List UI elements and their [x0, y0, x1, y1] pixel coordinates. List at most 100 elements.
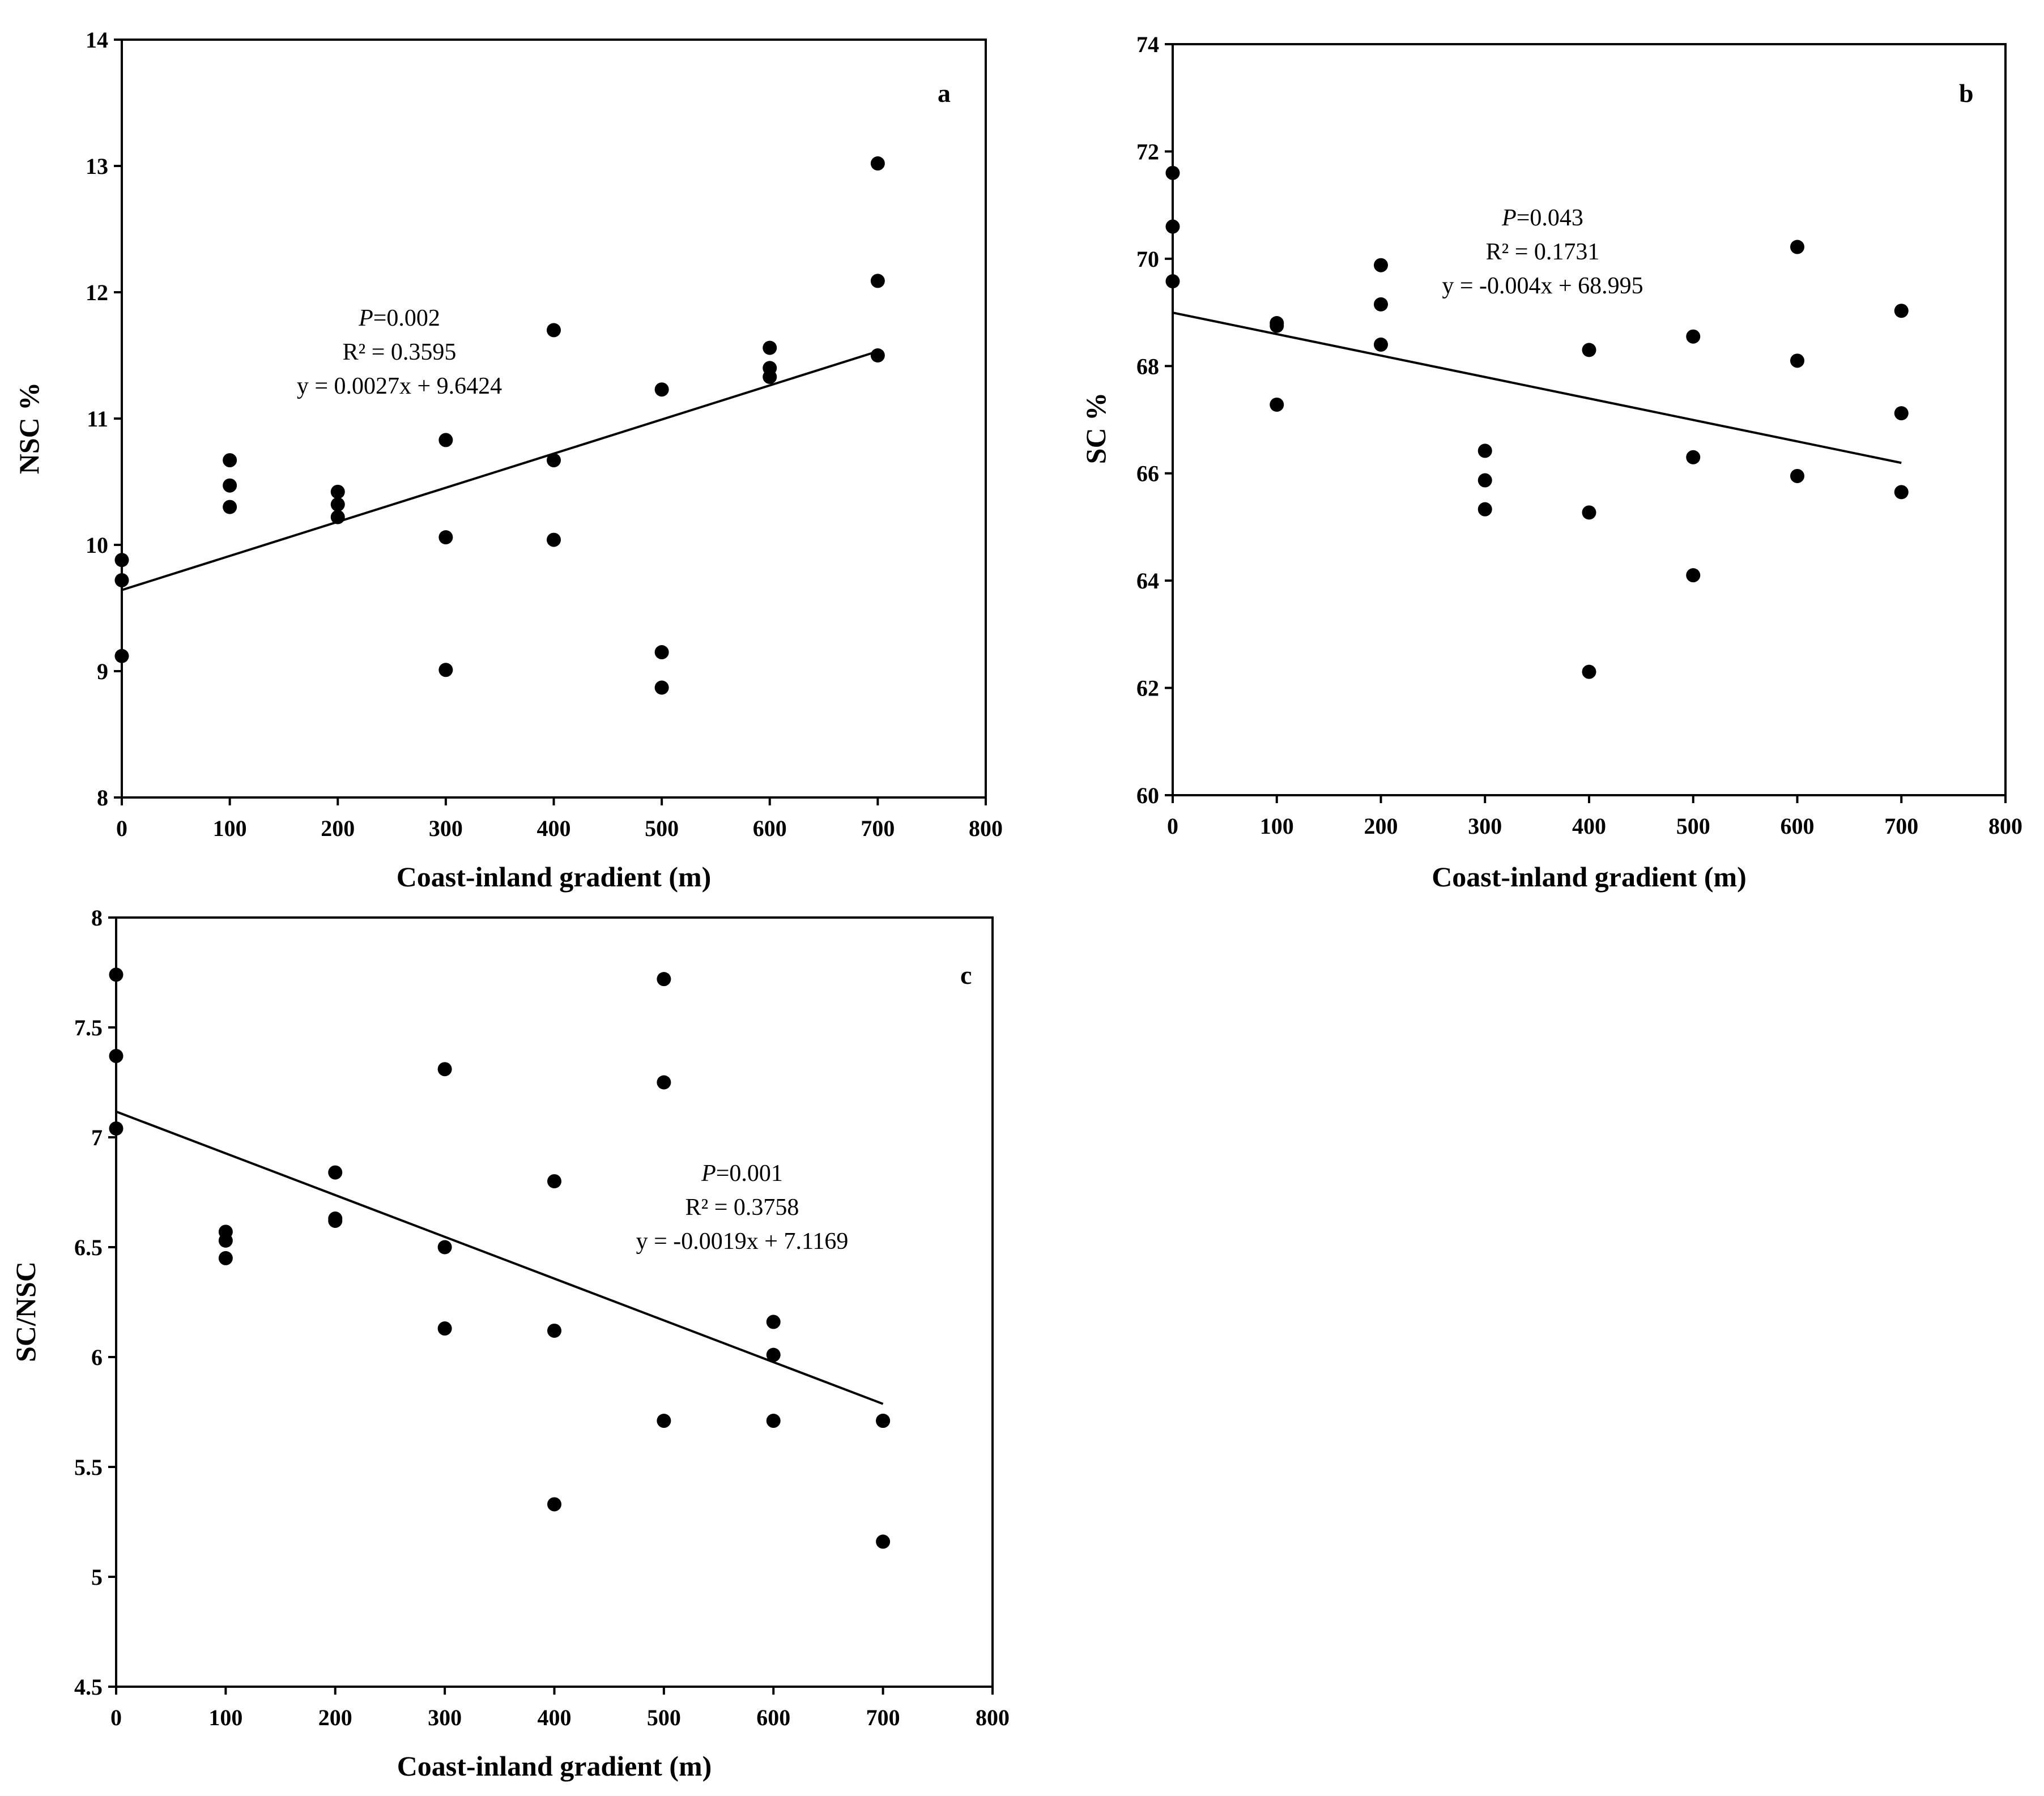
x-tick-label: 0: [1167, 813, 1178, 839]
data-point: [438, 433, 453, 447]
data-point: [1790, 353, 1804, 368]
panel-b-sc: 60 62 64 66 68 70 72 74 0 100 200 300 400 500 600 700 80…: [1080, 32, 2022, 893]
y-tick-label: 12: [86, 280, 108, 305]
data-point: [547, 1323, 561, 1338]
y-tick-label: 60: [1136, 783, 1159, 808]
data-point: [1165, 274, 1180, 289]
y-tick-label: 62: [1136, 676, 1159, 701]
plot-frame: [121, 39, 987, 799]
data-point: [330, 484, 345, 499]
data-point: [330, 510, 345, 524]
data-point: [547, 453, 561, 468]
data-point: [1582, 505, 1596, 520]
y-tick-label: 7: [91, 1125, 103, 1150]
data-point: [1894, 304, 1909, 318]
x-tick-label: 800: [969, 816, 1003, 841]
data-point: [1790, 468, 1804, 483]
y-tick-label: 8: [91, 905, 103, 931]
y-axis-title: SC %: [1080, 393, 1112, 464]
data-point: [1582, 343, 1596, 357]
panel-a-nsc: 8 9 10 11 12 13 14 0 100 200 300 400 500 600 700 800 Coa…: [13, 27, 1003, 893]
y-tick-label: 6: [91, 1345, 103, 1370]
data-point: [328, 1165, 343, 1180]
data-point: [1686, 568, 1701, 583]
r-squared-label: R² = 0.3595: [343, 339, 457, 365]
data-point: [109, 1121, 124, 1136]
y-tick-label: 7.5: [74, 1015, 103, 1040]
x-tick-label: 600: [1781, 813, 1815, 839]
x-tick-label: 200: [318, 1705, 352, 1730]
x-tick-label: 400: [538, 1705, 572, 1730]
x-tick-label: 800: [976, 1705, 1010, 1730]
x-tick-label: 100: [213, 816, 247, 841]
data-point: [223, 478, 237, 493]
regression-equation: y = -0.0019x + 7.1169: [636, 1228, 849, 1255]
data-point: [547, 1497, 561, 1512]
trendline: [116, 1110, 884, 1405]
data-point: [437, 1062, 452, 1077]
y-tick-label: 13: [86, 153, 108, 179]
data-point: [654, 680, 669, 695]
data-point: [218, 1251, 233, 1265]
x-tick-label: 700: [866, 1705, 900, 1730]
x-tick-label: 100: [208, 1705, 242, 1730]
x-tick-label: 700: [1884, 813, 1918, 839]
data-point: [1790, 240, 1804, 254]
data-point: [870, 274, 885, 288]
data-point: [223, 453, 237, 468]
x-tick-label: 400: [1572, 813, 1606, 839]
r-squared-label: R² = 0.3758: [685, 1195, 799, 1221]
p-value-label: P=0.043: [1501, 205, 1583, 231]
y-tick-label: 9: [97, 659, 108, 684]
data-point: [1686, 329, 1701, 344]
x-axis-title: Coast-inland gradient (m): [1432, 861, 1747, 893]
x-tick-label: 200: [1364, 813, 1398, 839]
data-point: [654, 645, 669, 660]
x-tick-label: 200: [321, 816, 355, 841]
data-point: [1582, 664, 1596, 679]
data-point: [766, 1414, 781, 1428]
data-point: [547, 1174, 561, 1189]
regression-equation: y = -0.004x + 68.995: [1442, 273, 1643, 299]
data-point: [114, 553, 129, 568]
x-tick-label: 500: [645, 816, 679, 841]
data-point: [437, 1321, 452, 1336]
y-tick-label: 4.5: [74, 1674, 103, 1700]
data-point: [763, 369, 777, 384]
x-tick-label: 400: [537, 816, 571, 841]
panel-label: b: [1959, 79, 1974, 108]
data-point: [437, 1240, 452, 1255]
data-point: [109, 967, 124, 982]
p-value-label: P=0.002: [358, 305, 440, 331]
y-tick-label: 5: [91, 1564, 103, 1590]
data-point: [438, 663, 453, 677]
plot-frame: [1172, 43, 2007, 796]
data-point: [1165, 165, 1180, 180]
data-point: [657, 1414, 671, 1428]
y-tick-label: 8: [97, 785, 108, 810]
data-point: [223, 500, 237, 514]
data-point: [870, 156, 885, 171]
y-tick-label: 6.5: [74, 1235, 103, 1260]
y-tick-label: 70: [1136, 246, 1159, 272]
data-point: [328, 1213, 343, 1228]
y-axis-title: SC/NSC: [10, 1261, 41, 1362]
data-point: [1477, 443, 1492, 458]
data-point: [547, 532, 561, 547]
data-point: [766, 1315, 781, 1329]
y-tick-label: 10: [86, 532, 108, 558]
data-point: [1477, 502, 1492, 517]
x-tick-label: 600: [753, 816, 787, 841]
x-tick-label: 300: [428, 1705, 462, 1730]
x-tick-label: 600: [756, 1705, 790, 1730]
data-point: [438, 530, 453, 545]
data-point: [1894, 485, 1909, 500]
data-point: [876, 1414, 891, 1428]
x-axis-title: Coast-inland gradient (m): [397, 1750, 712, 1782]
data-point: [1477, 473, 1492, 488]
y-tick-label: 72: [1136, 139, 1159, 164]
y-axis-title: NSC %: [13, 382, 45, 475]
x-tick-label: 300: [429, 816, 463, 841]
y-tick-label: 64: [1136, 568, 1159, 594]
data-point: [1894, 406, 1909, 421]
